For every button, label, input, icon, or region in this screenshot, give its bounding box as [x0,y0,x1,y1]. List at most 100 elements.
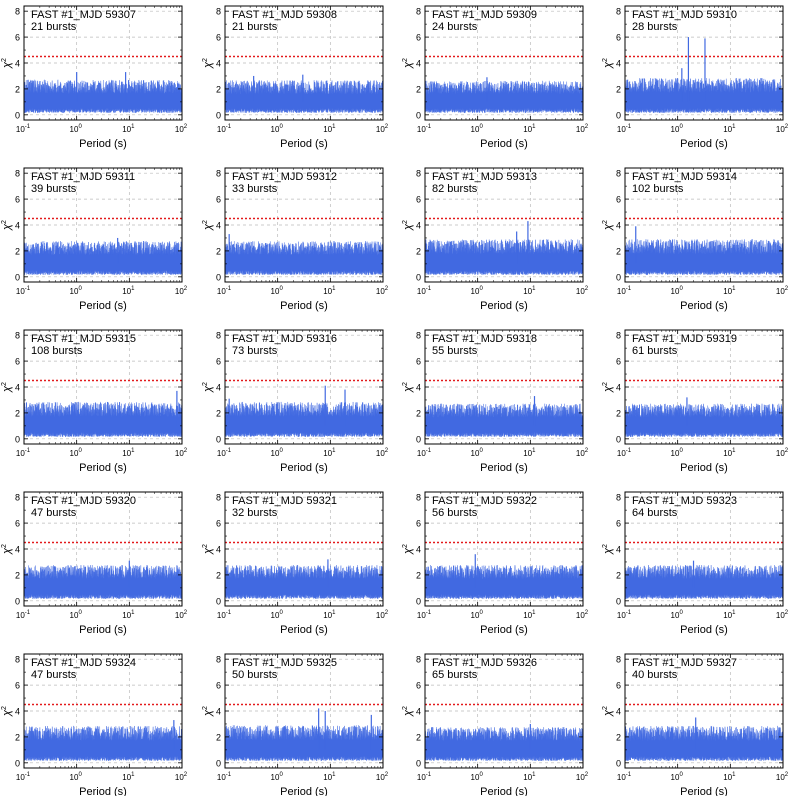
x-tick-label: 101 [523,286,536,296]
y-tick-label: 6 [616,357,621,367]
x-tick-label: 100 [471,610,484,620]
x-tick-exponent: 1 [732,772,736,778]
x-tick-label: 100 [70,124,83,134]
y-tick-label: 2 [15,570,20,580]
x-tick-exponent: 2 [385,448,389,454]
x-tick-exponent: 2 [785,772,789,778]
x-tick-exponent: -1 [626,610,632,616]
y-tick-label: 0 [216,758,221,768]
y-axis-label-exponent: 2 [202,58,209,62]
y-axis-label-exponent: 2 [202,706,209,710]
series-area [225,564,383,600]
x-tick-exponent: -1 [626,286,632,292]
x-tick-label: 10-1 [217,286,232,296]
panel-title: FAST #1_MJD 59324 [31,657,136,669]
x-tick-exponent: 2 [385,772,389,778]
y-tick-label: 4 [416,707,421,717]
y-axis-label: χ2 [402,220,414,231]
x-axis-label: Period (s) [480,138,528,150]
x-axis-label: Period (s) [680,786,728,796]
y-tick-label: 4 [15,59,20,69]
y-tick-label: 2 [15,246,20,256]
x-tick-exponent: 1 [732,448,736,454]
x-tick-label: 100 [271,610,284,620]
x-tick-exponent: 1 [732,286,736,292]
x-tick-exponent: 0 [479,286,483,292]
y-tick-label: 4 [416,221,421,231]
x-axis-label: Period (s) [480,300,528,312]
x-tick-label: 102 [576,448,589,458]
y-tick-label: 0 [616,434,621,444]
panel-subtitle: 56 bursts [432,507,478,519]
x-tick-label: 100 [471,124,484,134]
y-axis-label: χ2 [1,58,13,69]
x-tick-label: 100 [70,286,83,296]
y-axis-label: χ2 [602,58,614,69]
panel-title: FAST #1_MJD 59311 [31,171,135,183]
x-tick-label: 101 [323,772,336,782]
series-area [225,241,383,276]
panel-title: FAST #1_MJD 59325 [232,657,337,669]
y-axis-label-exponent: 2 [202,382,209,386]
x-tick-exponent: 1 [532,772,536,778]
x-tick-label: 10-1 [617,448,632,458]
y-tick-label: 4 [216,221,221,231]
panel-title: FAST #1_MJD 59326 [432,657,537,669]
x-tick-label: 100 [671,772,684,782]
x-tick-label: 101 [723,448,736,458]
x-tick-exponent: -1 [226,124,232,130]
x-tick-exponent: -1 [426,286,432,292]
panel-subtitle: 108 bursts [31,345,83,357]
x-tick-exponent: 1 [732,124,736,130]
x-tick-exponent: -1 [426,772,432,778]
y-tick-label: 2 [216,408,221,418]
panel-title: FAST #1_MJD 59312 [232,171,337,183]
x-tick-label: 102 [576,772,589,782]
y-tick-label: 2 [15,408,20,418]
x-tick-exponent: 0 [78,124,82,130]
x-tick-exponent: 2 [785,610,789,616]
y-tick-label: 6 [216,681,221,691]
x-tick-exponent: 1 [131,448,135,454]
x-tick-label: 100 [271,124,284,134]
panel-subtitle: 47 bursts [31,507,77,519]
y-axis-label-exponent: 2 [1,706,8,710]
y-tick-label: 6 [616,195,621,205]
y-tick-label: 8 [416,655,421,665]
panel-subtitle: 55 bursts [432,345,478,357]
y-tick-label: 2 [216,246,221,256]
y-tick-label: 4 [15,383,20,393]
series-area [225,80,383,114]
x-tick-exponent: 2 [585,772,589,778]
y-tick-label: 4 [616,221,621,231]
x-tick-exponent: 2 [585,610,589,616]
y-axis-label: χ2 [402,58,414,69]
x-tick-exponent: -1 [25,610,31,616]
y-tick-label: 8 [216,331,221,341]
x-tick-exponent: -1 [25,124,31,130]
x-tick-exponent: 0 [78,772,82,778]
x-tick-exponent: 2 [385,124,389,130]
x-tick-label: 10-1 [617,124,632,134]
y-tick-label: 4 [616,545,621,555]
y-axis-label-exponent: 2 [602,382,609,386]
x-tick-label: 101 [323,448,336,458]
y-tick-label: 8 [416,7,421,17]
x-tick-exponent: 1 [131,772,135,778]
x-axis-label: Period (s) [680,300,728,312]
x-tick-exponent: 2 [184,772,188,778]
x-tick-label: 102 [376,448,389,458]
panel-title: FAST #1_MJD 59310 [632,9,737,21]
panel-title: FAST #1_MJD 59321 [232,495,337,507]
y-tick-label: 4 [616,59,621,69]
y-axis-label: χ2 [602,382,614,393]
y-tick-label: 0 [616,758,621,768]
x-tick-exponent: 2 [585,124,589,130]
y-tick-label: 0 [216,110,221,120]
panel-subtitle: 33 bursts [232,183,278,195]
